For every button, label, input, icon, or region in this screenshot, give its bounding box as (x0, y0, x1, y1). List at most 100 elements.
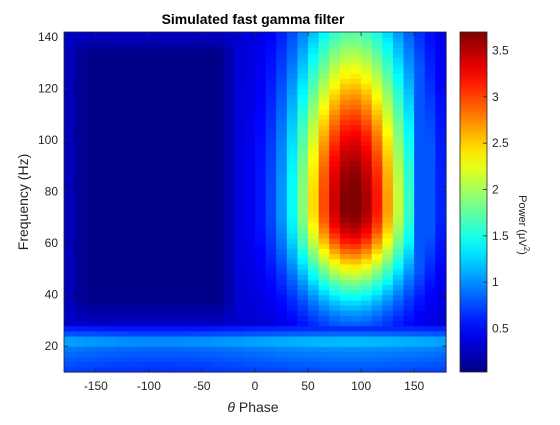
heatmap-cell (361, 253, 373, 260)
heatmap-cell (148, 207, 161, 213)
heatmap-cell (403, 232, 415, 239)
heatmap-cell (308, 243, 320, 249)
heatmap-cell (297, 268, 309, 275)
heatmap-cell (106, 145, 118, 152)
heatmap-cell (106, 83, 118, 90)
heatmap-cell (392, 310, 405, 316)
heatmap-cell (255, 299, 267, 306)
heatmap-cell (361, 294, 373, 301)
colorbar-label-close: ) (516, 251, 528, 255)
heatmap-cell (127, 93, 139, 100)
heatmap-cell (308, 305, 320, 311)
heatmap-cell (318, 124, 330, 131)
heatmap-cell (223, 124, 235, 131)
heatmap-cell (148, 258, 161, 265)
heatmap-cell (308, 279, 320, 286)
heatmap-cell (180, 207, 192, 213)
heatmap-cell (255, 135, 267, 141)
heatmap-cell (308, 341, 320, 347)
heatmap-cell (138, 68, 150, 74)
heatmap-cell (414, 351, 426, 358)
heatmap-cell (191, 253, 203, 260)
heatmap-cell (170, 222, 182, 229)
heatmap-cell (435, 361, 447, 368)
heatmap-cell (180, 222, 192, 229)
heatmap-cell (170, 263, 182, 270)
heatmap-cell (318, 202, 330, 208)
heatmap-cell (191, 160, 203, 167)
heatmap-cell (265, 284, 277, 291)
heatmap-cell (138, 150, 150, 157)
heatmap-cell (148, 57, 161, 64)
heatmap-cell (159, 62, 171, 69)
heatmap-cell (286, 83, 299, 90)
heatmap-cell (64, 160, 76, 167)
heatmap-cell (424, 361, 436, 368)
heatmap-cell (138, 135, 150, 141)
heatmap-cell (74, 315, 86, 322)
heatmap-cell (212, 129, 224, 136)
heatmap-cell (191, 88, 203, 95)
heatmap-cell (286, 57, 299, 64)
heatmap-cell (212, 248, 224, 255)
heatmap-cell (127, 47, 139, 54)
heatmap-cell (159, 135, 171, 141)
heatmap-cell (127, 140, 139, 146)
heatmap-cell (286, 294, 299, 301)
heatmap-cell (339, 62, 352, 69)
heatmap-cell (191, 109, 203, 116)
heatmap-cell (180, 356, 192, 363)
heatmap-cell (339, 279, 352, 286)
colorbar-ticks: 0.511.522.533.5 (483, 44, 509, 335)
heatmap-cell (382, 68, 394, 74)
heatmap-cell (265, 47, 277, 54)
heatmap-cell (201, 140, 214, 146)
heatmap-cell (361, 145, 373, 152)
heatmap-cell (350, 47, 362, 54)
heatmap-cell (435, 186, 447, 193)
heatmap-cell (339, 88, 352, 95)
heatmap-cell (361, 315, 373, 322)
heatmap-cell (233, 268, 245, 275)
heatmap-cell (74, 289, 86, 296)
heatmap-cell (403, 68, 415, 74)
heatmap-cell (191, 258, 203, 265)
heatmap-cell (318, 238, 330, 244)
heatmap-cell (382, 135, 394, 141)
heatmap-cell (127, 253, 139, 260)
heatmap-cell (255, 238, 267, 244)
heatmap-cell (191, 78, 203, 85)
heatmap-cell (244, 37, 256, 43)
heatmap-cell (339, 243, 352, 249)
heatmap-cell (339, 284, 352, 291)
heatmap-cell (95, 366, 108, 373)
heatmap-cell (159, 196, 171, 203)
heatmap-cell (233, 315, 245, 322)
heatmap-cell (233, 248, 245, 255)
heatmap-cell (435, 217, 447, 224)
heatmap-cell (392, 289, 405, 296)
heatmap-cell (138, 196, 150, 203)
heatmap-cell (64, 78, 76, 85)
heatmap-cell (297, 284, 309, 291)
heatmap-cell (64, 356, 76, 363)
heatmap-cell (117, 171, 129, 177)
heatmap-cell (350, 305, 362, 311)
heatmap-cell (95, 140, 108, 146)
heatmap-cell (255, 268, 267, 275)
heatmap-cell (424, 88, 436, 95)
heatmap-cell (329, 52, 341, 59)
heatmap-cell (148, 263, 161, 270)
heatmap-cell (106, 181, 118, 188)
heatmap-cell (127, 196, 139, 203)
heatmap-cell (392, 274, 405, 280)
heatmap-cell (414, 330, 426, 337)
heatmap-cell (170, 119, 182, 126)
heatmap-cell (170, 135, 182, 141)
heatmap-cell (170, 238, 182, 244)
heatmap-cell (361, 155, 373, 162)
heatmap-cell (414, 78, 426, 85)
heatmap-cell (339, 135, 352, 141)
heatmap-cell (414, 68, 426, 74)
heatmap-cell (329, 114, 341, 121)
